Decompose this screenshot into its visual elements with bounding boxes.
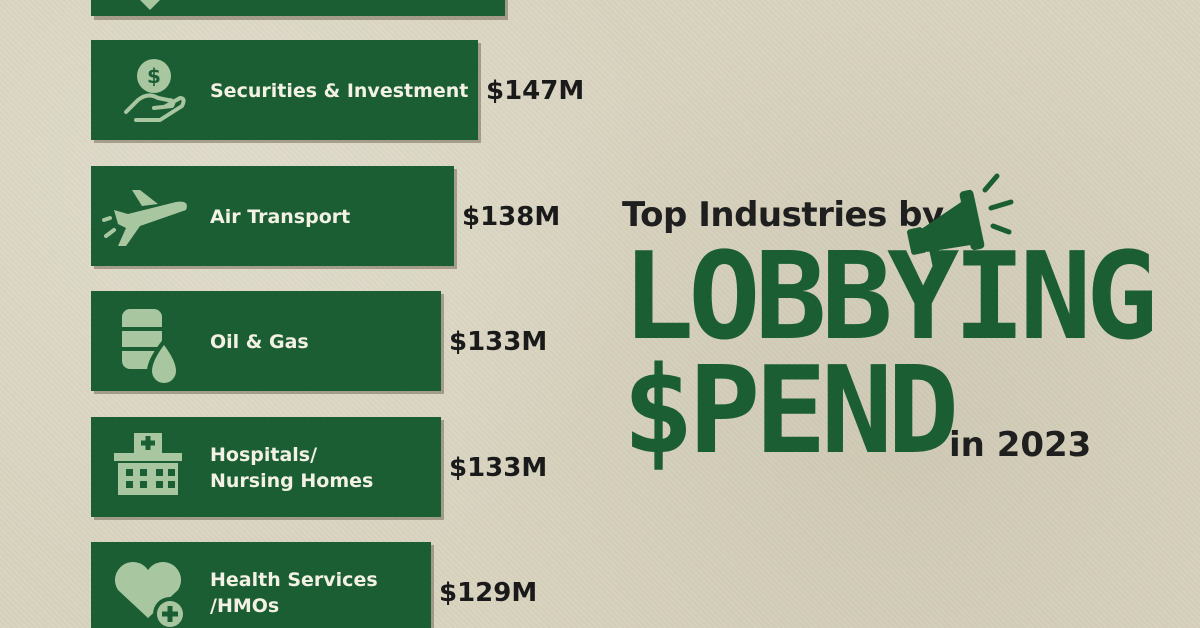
category-label: Oil & Gas (210, 331, 309, 353)
category-label: Securities & Investment (210, 80, 468, 102)
chart-title-line1: Top Industries by (622, 195, 944, 235)
bar-group: Hospitals/Nursing Homes $133M (91, 417, 547, 520)
bar-partial-top (91, 0, 508, 20)
chart-title-suffix: in 2023 (949, 425, 1092, 465)
category-label: Nursing Homes (210, 470, 373, 492)
value-label: $147M (486, 76, 584, 106)
megaphone-icon (907, 173, 1014, 269)
bar-group: Oil & Gas $133M (91, 291, 547, 394)
airplane-icon (102, 190, 187, 246)
value-label: $138M (462, 202, 560, 232)
category-label: Health Services (210, 569, 378, 591)
heart-plus-icon (114, 561, 187, 628)
category-label: Air Transport (210, 206, 350, 228)
category-label: Hospitals/ (210, 444, 317, 466)
svg-text:$: $ (147, 64, 161, 88)
hospital-building-icon (114, 433, 182, 495)
partial-icon (140, 0, 160, 10)
category-label: /HMOs (210, 595, 279, 617)
hand-dollar-coin-icon: $ (124, 59, 186, 122)
value-label: $129M (439, 578, 537, 608)
value-label: $133M (449, 453, 547, 483)
oil-barrel-drop-icon (122, 309, 182, 388)
bar-group: Health Services/HMOs $129M (91, 542, 537, 628)
bar-group: Air Transport $138M (91, 166, 560, 269)
chart-title-line2: LOBBYING (622, 228, 1158, 367)
bar-group: $ Securities & Investment $147M (91, 40, 584, 143)
title-block: Top Industries by LOBBYING $PEND in 2023 (622, 173, 1182, 481)
chart-title-line3: $PEND (622, 342, 959, 481)
value-label: $133M (449, 327, 547, 357)
